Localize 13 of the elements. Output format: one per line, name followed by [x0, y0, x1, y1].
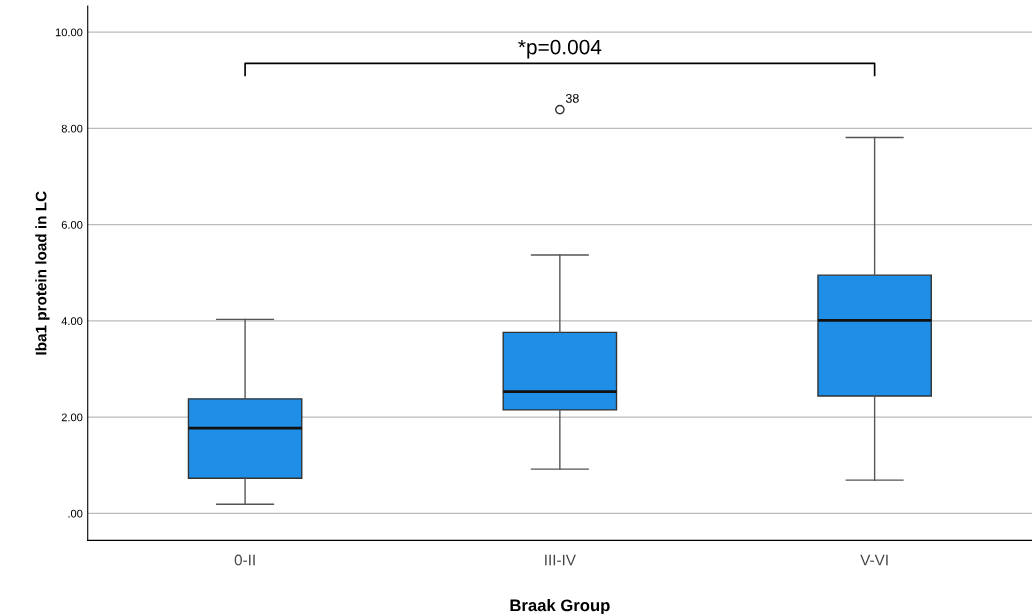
x-tick-label: V-VI [860, 554, 888, 566]
x-tick-label: 0-II [234, 554, 255, 566]
y-tick-label: 6.00 [61, 220, 83, 229]
y-tick-label: 2.00 [61, 413, 83, 422]
y-tick-label: 8.00 [61, 124, 83, 133]
y-axis-title: Iba1 protein load in LC [35, 191, 50, 355]
y-tick-label: .00 [68, 509, 83, 518]
annotation: 38 [565, 93, 579, 103]
x-axis-title: Braak Group [510, 599, 610, 614]
y-tick-label: 4.00 [61, 317, 83, 326]
annotation: *p=0.004 [518, 39, 602, 59]
x-tick-label: III-IV [545, 554, 576, 566]
y-tick-label: 10.00 [55, 28, 83, 37]
